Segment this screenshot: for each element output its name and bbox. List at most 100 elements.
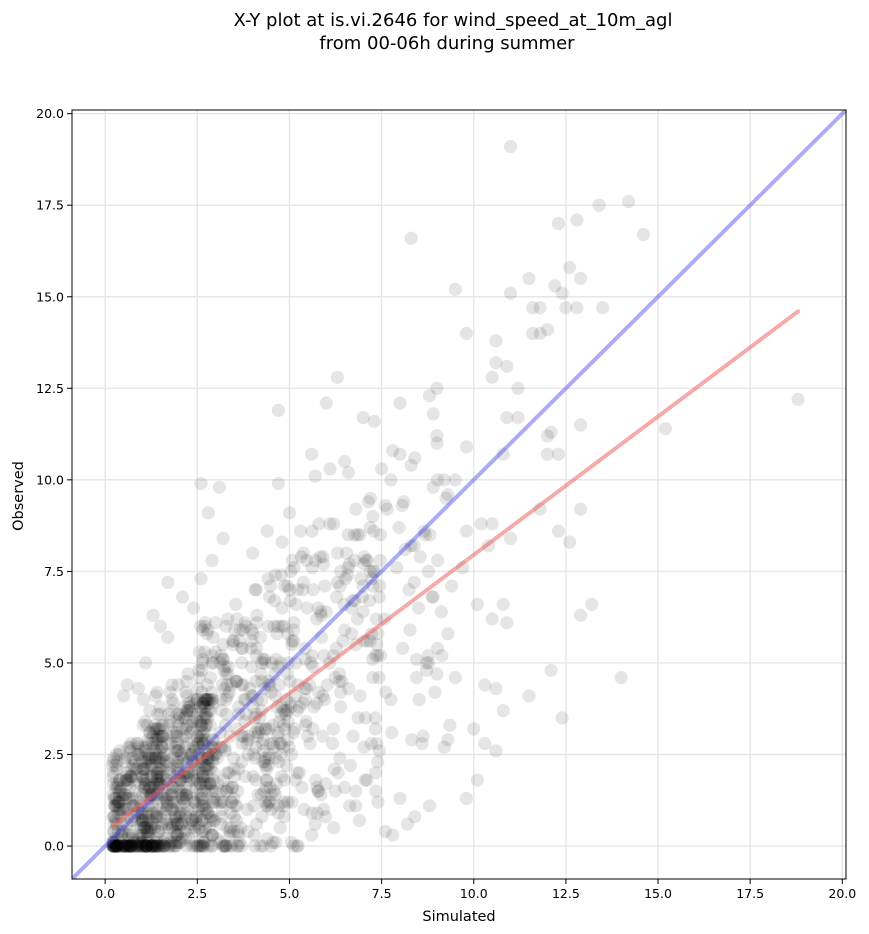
scatter-point — [256, 839, 270, 853]
scatter-point — [174, 824, 188, 839]
scatter-point — [115, 824, 129, 839]
scatter-point — [272, 799, 286, 813]
scatter-point — [136, 835, 150, 850]
scatter-point — [306, 583, 320, 597]
scatter-point — [121, 777, 135, 791]
scatter-point — [124, 751, 138, 765]
scatter-point — [267, 784, 281, 798]
scatter-point — [172, 755, 186, 769]
scatter-point — [192, 671, 206, 685]
scatter-point — [144, 839, 158, 853]
scatter-point — [390, 561, 404, 575]
scatter-point — [214, 704, 228, 718]
scatter-point — [123, 824, 137, 839]
scatter-point — [329, 641, 343, 655]
scatter-point — [341, 528, 355, 542]
scatter-point — [148, 751, 162, 765]
scatter-point — [198, 619, 212, 633]
scatter-point — [281, 667, 295, 681]
scatter-point — [235, 736, 249, 751]
scatter-point — [108, 839, 122, 853]
scatter-point — [188, 740, 202, 754]
scatter-point — [129, 791, 143, 806]
scatter-point — [148, 755, 162, 769]
scatter-point — [235, 656, 249, 670]
scatter-point — [143, 725, 157, 740]
scatter-point — [281, 795, 295, 809]
scatter-point — [489, 334, 503, 348]
scatter-point — [168, 813, 182, 828]
scatter-point — [258, 795, 272, 809]
scatter-point — [430, 667, 444, 681]
scatter-point — [138, 714, 152, 729]
scatter-point — [271, 729, 285, 743]
scatter-point — [262, 795, 276, 809]
scatter-point — [133, 832, 147, 846]
scatter-point — [200, 718, 214, 732]
scatter-point — [309, 773, 323, 787]
scatter-point — [225, 839, 239, 853]
scatter-point — [259, 780, 273, 795]
scatter-point — [225, 795, 239, 809]
scatter-point — [194, 788, 208, 802]
scatter-point — [258, 652, 272, 666]
scatter-point — [305, 561, 319, 575]
scatter-point — [198, 821, 212, 835]
scatter-point — [151, 839, 165, 853]
scatter-point — [346, 729, 360, 743]
scatter-point — [360, 773, 374, 787]
scatter-point — [126, 758, 140, 773]
scatter-point — [348, 594, 362, 608]
scatter-point — [178, 832, 192, 846]
scatter-point — [262, 674, 276, 688]
scatter-point — [299, 714, 313, 729]
scatter-point — [179, 839, 193, 853]
scatter-point — [310, 696, 324, 710]
scatter-point — [171, 817, 185, 831]
scatter-point — [544, 425, 558, 439]
scatter-point — [287, 839, 301, 853]
scatter-point — [268, 667, 282, 681]
scatter-point — [197, 736, 211, 751]
scatter-point — [250, 693, 264, 707]
scatter-point — [106, 777, 120, 791]
scatter-point — [372, 744, 386, 758]
scatter-point — [204, 828, 218, 842]
scatter-point — [145, 769, 159, 784]
scatter-point — [413, 550, 427, 564]
scatter-point — [168, 729, 182, 743]
scatter-point — [148, 839, 162, 853]
scatter-point — [163, 685, 177, 699]
scatter-point — [222, 685, 237, 699]
scatter-point — [330, 575, 344, 590]
scatter-point — [125, 813, 139, 828]
scatter-point — [113, 773, 127, 787]
scatter-point — [120, 839, 134, 853]
scatter-point — [227, 762, 241, 776]
scatter-point — [116, 839, 130, 853]
scatter-point — [189, 696, 203, 710]
scatter-point — [147, 839, 161, 853]
scatter-point — [118, 839, 132, 853]
scatter-point — [198, 722, 212, 736]
scatter-point — [197, 693, 211, 707]
scatter-point — [489, 356, 503, 370]
scatter-point — [227, 810, 241, 824]
scatter-point — [271, 660, 285, 674]
scatter-point — [145, 751, 159, 765]
scatter-point — [194, 777, 208, 791]
grid-lines — [72, 110, 846, 879]
scatter-point — [614, 671, 628, 685]
scatter-point — [333, 751, 347, 765]
scatter-point — [249, 740, 263, 754]
scatter-point — [264, 802, 278, 817]
scatter-point — [114, 839, 128, 853]
scatter-point — [171, 744, 185, 758]
scatter-point — [207, 791, 221, 806]
scatter-point — [187, 773, 201, 787]
scatter-point — [150, 740, 164, 754]
scatter-point — [112, 788, 126, 802]
scatter-point — [146, 839, 160, 853]
scatter-point — [178, 740, 192, 754]
scatter-point — [151, 839, 165, 853]
